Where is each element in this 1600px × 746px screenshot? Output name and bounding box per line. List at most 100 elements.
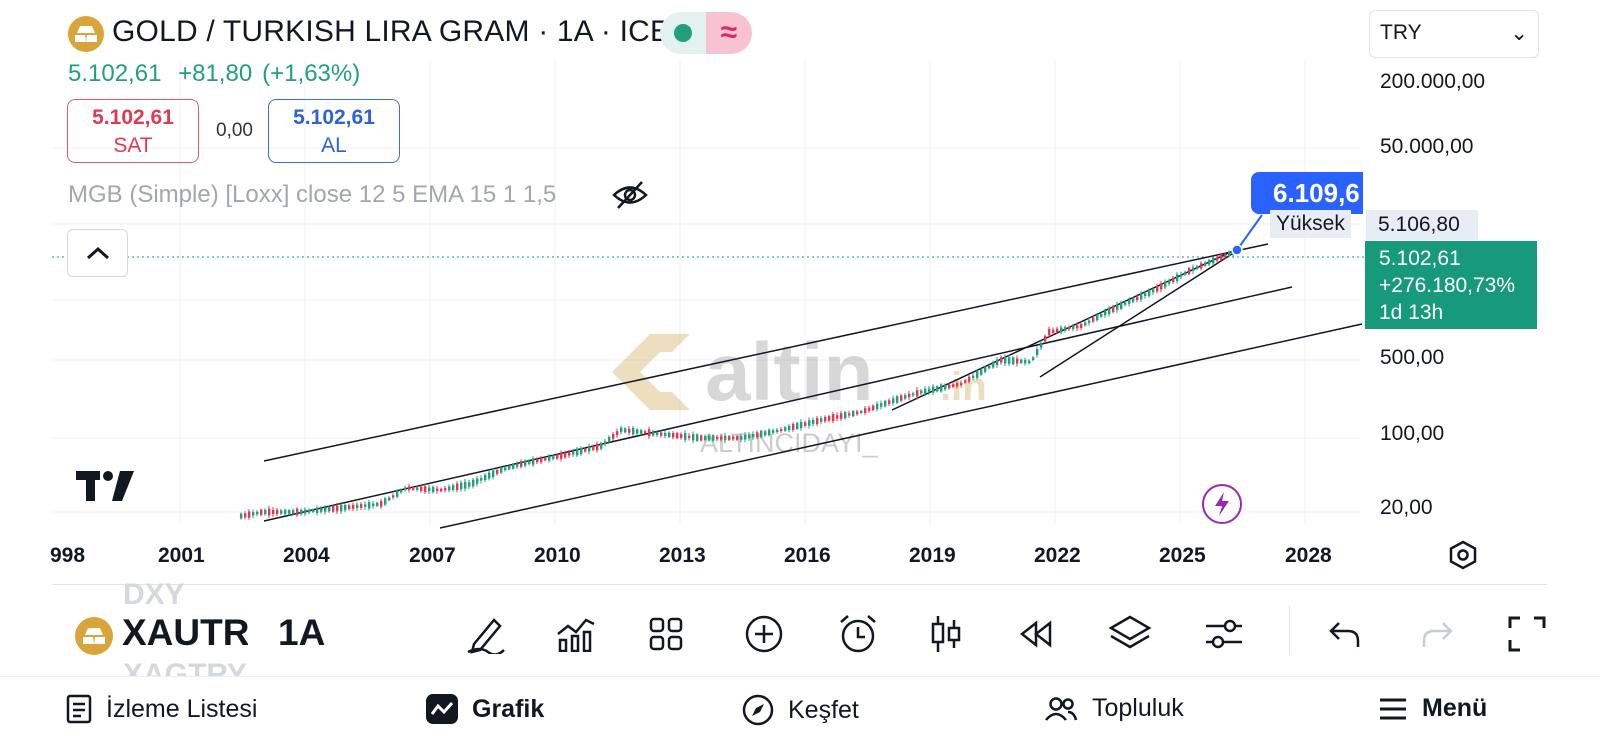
candle-body xyxy=(516,463,519,467)
approx-data-icon: ≈ xyxy=(706,12,752,54)
candle-body xyxy=(320,508,323,512)
candle-body xyxy=(848,413,851,416)
symbol-selector[interactable]: XAUTRY xyxy=(122,612,248,653)
spread-value: 0,00 xyxy=(216,120,253,141)
candle-body xyxy=(772,430,775,433)
candle-body xyxy=(988,366,991,369)
svg-text:.in: .in xyxy=(940,365,987,409)
price-chart[interactable]: altin .in ALTINCIDAYI_ xyxy=(0,0,1600,590)
candle-body xyxy=(508,465,511,470)
market-status-pill[interactable]: ≈ xyxy=(660,12,752,54)
redo-icon[interactable] xyxy=(1412,608,1464,660)
candle-body xyxy=(1000,357,1003,363)
tradingview-logo-icon xyxy=(76,471,134,506)
candle-body xyxy=(316,507,319,514)
x-axis-label: 2013 xyxy=(659,544,706,567)
candle-body xyxy=(464,481,467,489)
currency-select[interactable]: TRY ⌄ xyxy=(1369,10,1539,58)
undo-icon[interactable] xyxy=(1318,608,1370,660)
symbol-title[interactable]: GOLD / TURKISH LIRA GRAM · 1A · ICE xyxy=(112,15,671,48)
lightning-icon[interactable] xyxy=(1202,484,1242,524)
candle-body xyxy=(1160,283,1163,290)
candle-body xyxy=(996,359,999,366)
collapse-legend-button[interactable] xyxy=(67,229,128,277)
community-icon xyxy=(1044,696,1078,722)
candle-body xyxy=(556,454,559,459)
candle-body xyxy=(596,443,599,451)
candle-body xyxy=(1224,254,1227,258)
layout-grid-icon[interactable] xyxy=(640,608,692,660)
candle-body xyxy=(616,431,619,436)
candle-body xyxy=(432,486,435,493)
candle-body xyxy=(728,436,731,440)
watermark: altin .in ALTINCIDAYI_ xyxy=(612,327,987,458)
candle-body xyxy=(852,410,855,417)
nav-label-community: Topluluk xyxy=(1092,694,1184,722)
candle-body xyxy=(904,394,907,399)
candle-body xyxy=(1092,317,1095,322)
candle-body xyxy=(816,418,819,424)
indicators-chart-icon[interactable] xyxy=(550,608,602,660)
add-circle-icon[interactable] xyxy=(738,608,790,660)
sell-button[interactable]: 5.102,61 SAT xyxy=(67,99,199,163)
buy-button[interactable]: 5.102,61 AL xyxy=(268,99,400,163)
candle-body xyxy=(976,371,979,378)
alarm-clock-icon[interactable] xyxy=(832,608,884,660)
candle-body xyxy=(240,513,243,519)
candle-body xyxy=(540,457,543,463)
next-symbol[interactable]: XAGTRY xyxy=(123,660,247,676)
candle-body xyxy=(296,508,299,516)
indicator-legend[interactable]: MGB (Simple) [Loxx] close 12 5 EMA 15 1 … xyxy=(68,181,557,208)
candle-body xyxy=(1032,357,1035,361)
layers-icon[interactable] xyxy=(1104,608,1156,660)
candle-body xyxy=(332,505,335,512)
candle-body xyxy=(364,504,367,507)
candle-body xyxy=(512,464,515,469)
candle-body xyxy=(1208,260,1211,265)
eye-slash-icon[interactable] xyxy=(612,180,648,215)
candle-body xyxy=(860,410,863,414)
previous-symbol[interactable]: DXY xyxy=(123,578,185,611)
last-price-box: 5.102,61 +276.180,73% 1d 13h xyxy=(1365,241,1537,329)
nav-item-community[interactable]: Topluluk xyxy=(1044,694,1184,723)
settings-sliders-icon[interactable] xyxy=(1198,608,1250,660)
candle-body xyxy=(340,504,343,512)
sell-price: 5.102,61 xyxy=(92,106,174,129)
candle-body xyxy=(632,427,635,435)
nav-item-chart[interactable]: Grafik xyxy=(426,694,544,724)
candle-body xyxy=(588,446,591,452)
candle-body xyxy=(1108,308,1111,315)
nav-item-watchlist[interactable]: İzleme Listesi xyxy=(66,694,257,724)
buy-label: AL xyxy=(321,134,347,157)
candle-body xyxy=(856,411,859,415)
candle-body xyxy=(656,432,659,435)
high-price-badge: 6.109,6 xyxy=(1251,172,1363,214)
candle-body xyxy=(252,512,255,516)
candle-body xyxy=(704,436,707,440)
candles-icon[interactable] xyxy=(920,608,972,660)
candle-body xyxy=(1152,289,1155,293)
nav-item-menu[interactable]: Menü xyxy=(1378,694,1487,723)
y-axis-label: 500,00 xyxy=(1380,346,1445,369)
candle-body xyxy=(628,428,631,433)
high-label: Yüksek xyxy=(1270,210,1351,238)
candle-body xyxy=(392,495,395,498)
candle-body xyxy=(264,509,267,515)
candle-body xyxy=(1072,325,1075,330)
price-change: +81,80 xyxy=(178,60,253,87)
candle-body xyxy=(680,434,683,438)
price-line: 5.102,61 +81,80 (+1,63%) xyxy=(68,60,370,88)
candle-body xyxy=(1104,311,1107,316)
replay-rewind-icon[interactable] xyxy=(1010,608,1062,660)
chart-settings-icon[interactable] xyxy=(1448,540,1478,575)
nav-item-explore[interactable]: Keşfet xyxy=(742,694,859,726)
candle-body xyxy=(1084,322,1087,326)
candle-body xyxy=(1212,257,1215,264)
candle-body xyxy=(412,486,415,490)
candle-body xyxy=(1004,357,1007,364)
draw-pen-icon[interactable] xyxy=(460,608,512,660)
fullscreen-icon[interactable] xyxy=(1506,608,1546,660)
price-series xyxy=(240,247,1235,520)
candle-body xyxy=(256,511,259,515)
interval-selector[interactable]: 1A xyxy=(278,612,326,653)
